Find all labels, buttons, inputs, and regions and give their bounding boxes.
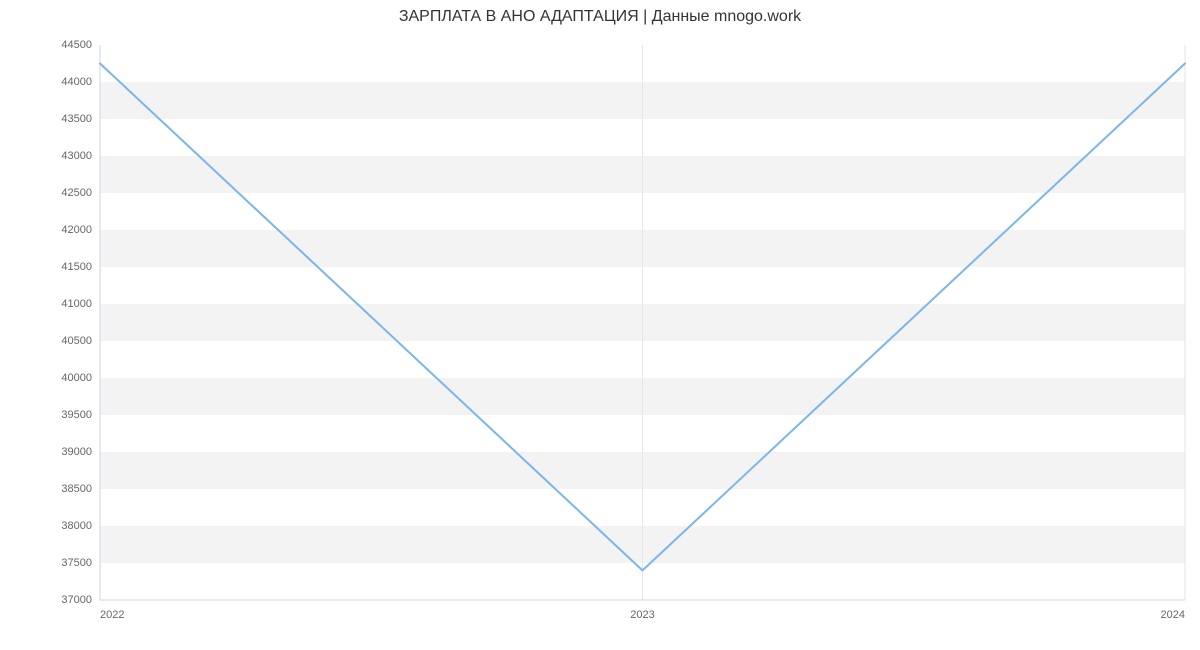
y-tick-label: 39000 [61,446,92,458]
y-tick-label: 43500 [61,113,92,125]
salary-line-chart: ЗАРПЛАТА В АНО АДАПТАЦИЯ | Данные mnogo.… [0,0,1200,650]
y-tick-label: 40000 [61,372,92,384]
chart-title: ЗАРПЛАТА В АНО АДАПТАЦИЯ | Данные mnogo.… [0,8,1200,26]
chart-svg: 37000 37500 38000 38500 39000 39500 40000 40500… [0,0,1200,650]
y-tick-label: 39500 [61,409,92,421]
y-tick-label: 37500 [61,557,92,569]
x-tick-label: 2023 [630,609,654,621]
x-tick-label: 2024 [1161,609,1185,621]
x-tick-label: 2022 [100,609,124,621]
y-tick-label: 38500 [61,483,92,495]
y-tick-label: 41000 [61,298,92,310]
y-tick-label: 42000 [61,224,92,236]
y-tick-label: 43000 [61,150,92,162]
y-tick-label: 38000 [61,520,92,532]
y-tick-label: 44500 [61,39,92,51]
y-tick-label: 37000 [61,594,92,606]
y-tick-label: 41500 [61,261,92,273]
y-tick-label: 44000 [61,76,92,88]
y-tick-label: 40500 [61,335,92,347]
y-tick-label: 42500 [61,187,92,199]
